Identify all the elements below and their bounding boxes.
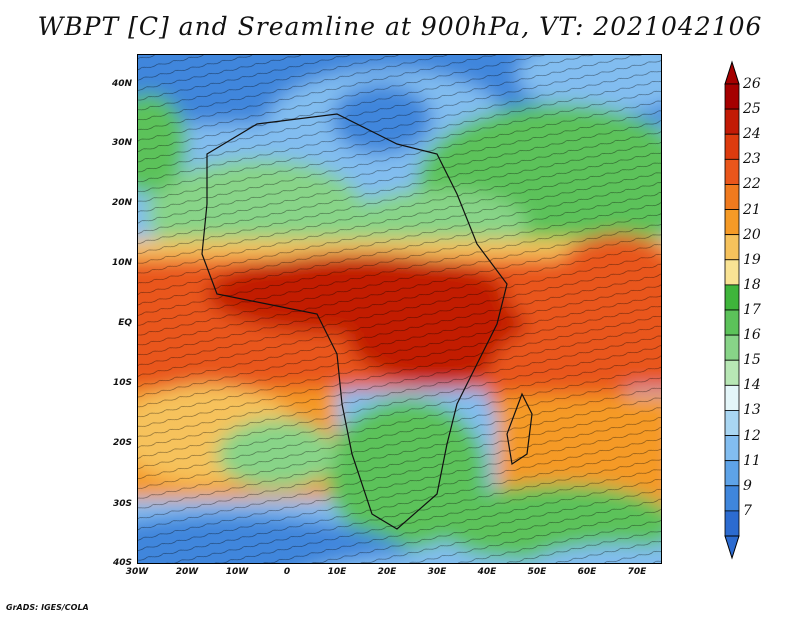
lat-label: 30S <box>112 499 132 509</box>
map-plot-area <box>137 54 662 564</box>
colorbar-swatch <box>724 359 740 386</box>
grads-credit: GrADS: IGES/COLA <box>6 603 89 612</box>
lat-label: EQ <box>118 318 132 328</box>
colorbar-label: 15 <box>743 352 761 369</box>
lon-label: 40E <box>477 567 497 577</box>
lon-label: 30E <box>427 567 447 577</box>
lat-label: 10N <box>111 258 132 268</box>
colorbar-swatch <box>724 83 740 110</box>
colorbar-swatch <box>724 485 740 512</box>
colorbar-swatch <box>724 435 740 462</box>
lon-label: 30W <box>125 567 149 577</box>
lat-label: 40N <box>111 79 132 89</box>
chart-title: WBPT [C] and Sreamline at 900hPa, VT: 20… <box>37 12 763 41</box>
colorbar-label: 12 <box>743 427 761 444</box>
colorbar-swatch <box>724 309 740 336</box>
lat-label: 20N <box>111 198 132 208</box>
lat-label: 40S <box>112 558 132 568</box>
lon-label: 10W <box>225 567 249 577</box>
lon-label: 20W <box>175 567 199 577</box>
colorbar-swatch <box>724 158 740 185</box>
colorbar-label: 16 <box>743 327 761 344</box>
coastline <box>201 113 508 530</box>
lat-label: 10S <box>112 378 132 388</box>
colorbar-swatch <box>724 384 740 411</box>
colorbar-swatch <box>724 510 740 537</box>
colorbar-label: 23 <box>743 151 761 168</box>
colorbar-bottom-arrow <box>724 535 740 560</box>
colorbar-label: 18 <box>743 276 761 293</box>
colorbar-label: 26 <box>743 76 761 92</box>
colorbar-swatch <box>724 284 740 311</box>
lat-label: 30N <box>111 138 132 148</box>
lat-label: 20S <box>112 438 132 448</box>
lon-label: 10E <box>327 567 347 577</box>
colorbar-label: 9 <box>743 477 752 494</box>
colorbar-label: 7 <box>743 502 752 519</box>
colorbar-label: 20 <box>743 226 761 243</box>
colorbar-label: 19 <box>743 251 761 268</box>
colorbar-swatch <box>724 108 740 135</box>
colorbar-label: 24 <box>743 126 761 143</box>
colorbar-swatch <box>724 259 740 286</box>
colorbar-swatch <box>724 209 740 236</box>
coastline-madagascar <box>506 392 533 466</box>
colorbar-label: 11 <box>743 452 761 469</box>
colorbar-swatch <box>724 410 740 436</box>
colorbar-swatch <box>724 234 740 261</box>
colorbar-label: 13 <box>743 402 761 419</box>
lon-label: 60E <box>577 567 597 577</box>
streamlines <box>137 54 662 564</box>
colorbar-swatch <box>724 334 740 361</box>
lon-label: 20E <box>377 567 397 577</box>
colorbar-swatch <box>724 460 740 487</box>
lon-label: 0 <box>283 567 291 577</box>
colorbar-label: 14 <box>743 377 761 394</box>
lon-label: 70E <box>627 567 647 577</box>
colorbar-label: 21 <box>743 201 761 218</box>
colorbar-label: 25 <box>743 101 761 118</box>
lon-label: 50E <box>527 567 547 577</box>
colorbar-swatch <box>724 133 740 160</box>
colorbar-label: 17 <box>743 302 761 318</box>
colorbar-top-arrow <box>724 60 740 85</box>
colorbar-label: 22 <box>743 176 761 193</box>
colorbar-swatch <box>724 184 740 210</box>
